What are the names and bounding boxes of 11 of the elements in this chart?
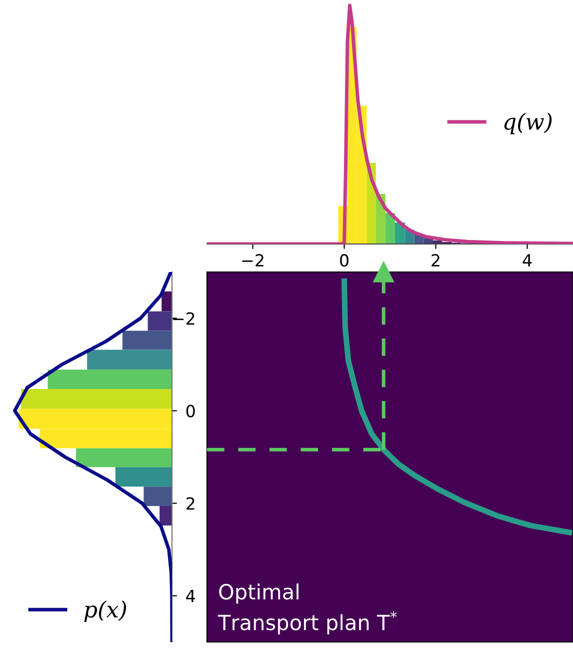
y-tick-label: 2	[186, 497, 194, 510]
x-tick-label: −2	[242, 254, 264, 266]
annotation: Optimal Transport plan T$^{*}$	[218, 584, 397, 634]
y-tick-label: 0	[186, 404, 195, 418]
x-tick-label: 0	[340, 254, 348, 267]
y-tick-label: −2	[173, 312, 194, 325]
x-tick-label: 4	[522, 254, 532, 266]
x-tick-label: 2	[432, 254, 440, 266]
legend-label: p(x)	[84, 600, 126, 622]
y-tick-label: 4	[186, 590, 195, 602]
legend-label: q(w)	[504, 112, 552, 134]
